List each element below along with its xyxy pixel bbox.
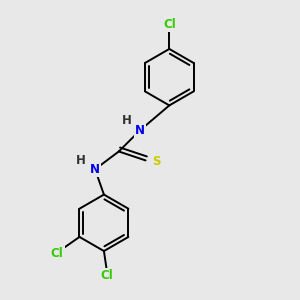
- Text: H: H: [76, 154, 86, 167]
- Text: N: N: [135, 124, 145, 137]
- Text: N: N: [90, 163, 100, 176]
- Text: S: S: [153, 155, 161, 168]
- Text: H: H: [122, 114, 132, 127]
- Text: Cl: Cl: [163, 18, 176, 31]
- Text: Cl: Cl: [100, 269, 113, 282]
- Text: Cl: Cl: [51, 247, 64, 260]
